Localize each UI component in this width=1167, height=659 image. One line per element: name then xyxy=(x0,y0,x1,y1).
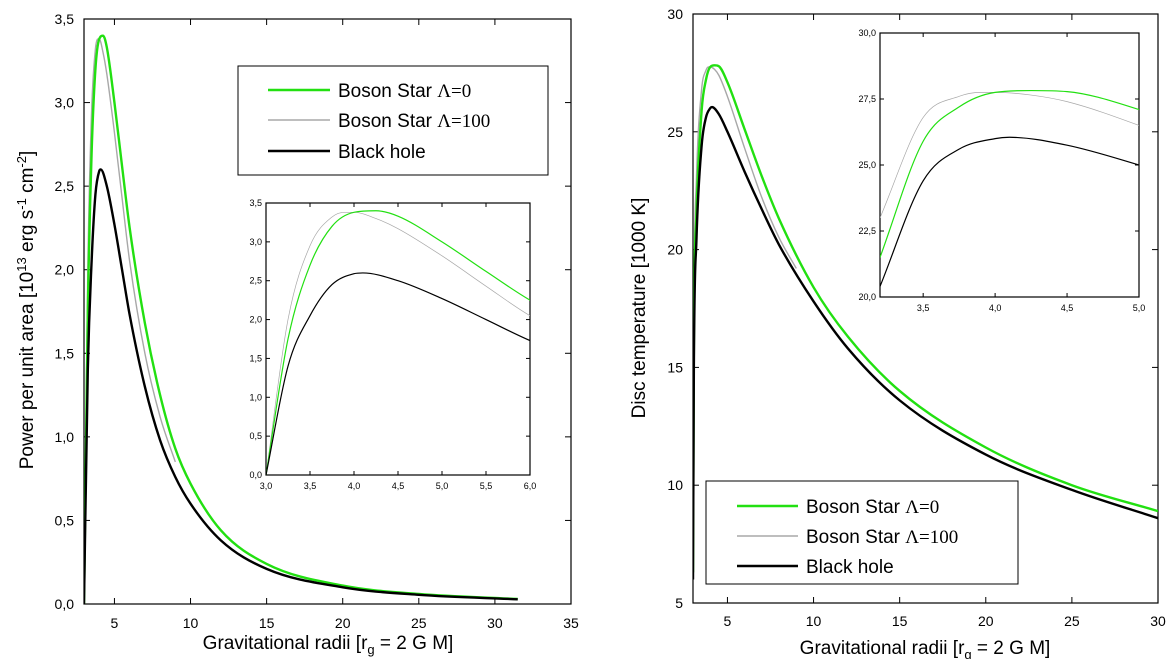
temperature-inset-y-tick-label: 25,0 xyxy=(858,160,876,170)
temperature-inset-y-tick-label: 27,5 xyxy=(858,94,876,104)
temperature-inset-x-tick-label: 5,0 xyxy=(1133,303,1146,313)
power-inset-series-boson-star-0 xyxy=(266,210,530,475)
power-x-tick-label: 5 xyxy=(111,615,119,631)
temperature-inset-x-tick-label: 4,0 xyxy=(989,303,1002,313)
temperature-x-tick-label: 15 xyxy=(892,613,908,629)
power-y-tick-label: 0,5 xyxy=(55,512,75,528)
power-x-axis: 5 10 15 20 25 30 35 xyxy=(111,19,579,631)
temperature-inset-series-black-hole xyxy=(880,136,1139,287)
temperature-y-tick-label: 10 xyxy=(667,477,683,493)
power-x-axis-title: Gravitational radii [rg = 2 G M] xyxy=(203,633,454,657)
power-inset-x-tick-label: 6,0 xyxy=(524,481,537,491)
power-y-tick-label: 1,0 xyxy=(55,429,75,445)
power-chart: 5 10 15 20 25 30 35 0,0 0,5 1,0 1,5 2,0 2,5 3,0 3,5 G… xyxy=(14,11,579,657)
temperature-x-tick-label: 5 xyxy=(724,613,732,629)
power-inset-y-tick-label: 0,0 xyxy=(249,470,262,480)
power-inset-series-black-hole xyxy=(266,272,530,475)
temperature-x-tick-label: 25 xyxy=(1064,613,1080,629)
power-legend-label-blackhole: Black hole xyxy=(338,142,426,163)
power-y-tick-label: 3,5 xyxy=(55,11,75,27)
temperature-chart: 5 10 15 20 25 30 5 10 15 20 25 30 Gravitational ra… xyxy=(629,6,1166,659)
power-y-tick-label: 1,5 xyxy=(55,345,75,361)
power-legend-label-lambda100: Boson Star Λ=100 xyxy=(338,111,490,132)
temperature-inset-series-boson-star-0 xyxy=(880,89,1139,258)
temperature-x-axis: 5 10 15 20 25 30 xyxy=(724,14,1166,629)
temperature-series-lines xyxy=(693,64,1158,580)
power-y-tick-label: 3,0 xyxy=(55,95,75,111)
power-series-lines xyxy=(84,34,518,604)
power-legend-label-lambda0: Boson Star Λ=0 xyxy=(338,81,471,102)
temperature-x-axis-title: Gravitational radii [rg = 2 G M] xyxy=(800,638,1051,659)
temperature-legend: Boson Star Λ=0 Boson Star Λ=100 Black ho… xyxy=(705,480,1019,585)
temperature-inset-y-tick-label: 22,5 xyxy=(858,226,876,236)
power-x-tick-label: 15 xyxy=(259,615,275,631)
temperature-y-axis: 5 10 15 20 25 30 xyxy=(667,6,1158,611)
temperature-legend-label-lambda100: Boson Star Λ=100 xyxy=(806,527,958,548)
temperature-inset-series-lines xyxy=(880,89,1139,287)
temperature-y-tick-label: 5 xyxy=(675,595,683,611)
power-chart-frame xyxy=(83,18,572,605)
power-inset-x-tick-label: 3,0 xyxy=(260,481,273,491)
power-inset-x-axis: 3,0 3,5 4,0 4,5 5,0 5,5 6,0 xyxy=(260,203,537,491)
temperature-y-tick-label: 20 xyxy=(667,242,683,258)
temperature-x-tick-label: 30 xyxy=(1150,613,1166,629)
power-inset-x-tick-label: 4,0 xyxy=(348,481,361,491)
power-x-tick-label: 25 xyxy=(411,615,427,631)
power-x-tick-label: 20 xyxy=(335,615,351,631)
power-series-boson-star-100 xyxy=(84,38,176,604)
power-inset-y-tick-label: 3,5 xyxy=(249,198,262,208)
power-inset-x-tick-label: 4,5 xyxy=(392,481,405,491)
power-inset-series-boson-star-100 xyxy=(266,211,530,475)
power-y-axis-title: Power per unit area [1013 erg s-1 cm-2] xyxy=(14,151,38,470)
power-inset-x-tick-label: 3,5 xyxy=(304,481,317,491)
temperature-y-tick-label: 30 xyxy=(667,6,683,22)
power-inset-y-tick-label: 0,5 xyxy=(249,431,262,441)
temperature-y-axis-title: Disc temperature [1000 K] xyxy=(629,198,650,419)
temperature-inset-x-tick-label: 4,5 xyxy=(1061,303,1074,313)
power-inset-y-tick-label: 1,0 xyxy=(249,392,262,402)
power-inset-y-axis: 0,0 0,5 1,0 1,5 2,0 2,5 3,0 3,5 xyxy=(249,198,530,480)
power-x-tick-label: 30 xyxy=(487,615,503,631)
power-x-tick-label: 10 xyxy=(183,615,199,631)
power-x-tick-label: 35 xyxy=(563,615,579,631)
power-inset-y-tick-label: 2,0 xyxy=(249,315,262,325)
power-inset-y-tick-label: 2,5 xyxy=(249,276,262,286)
power-y-tick-label: 2,5 xyxy=(55,178,75,194)
temperature-legend-label-blackhole: Black hole xyxy=(806,557,894,578)
power-inset-x-tick-label: 5,5 xyxy=(480,481,493,491)
temperature-legend-label-lambda0: Boson Star Λ=0 xyxy=(806,497,939,518)
power-inset-series-lines xyxy=(266,210,530,475)
temperature-inset-y-axis: 20,0 22,5 25,0 27,5 30,0 xyxy=(858,28,1139,302)
temperature-inset-x-tick-label: 3,5 xyxy=(917,303,930,313)
power-series-boson-star-0 xyxy=(84,34,518,604)
temperature-x-tick-label: 20 xyxy=(978,613,994,629)
temperature-y-tick-label: 15 xyxy=(667,359,683,375)
power-y-tick-label: 0,0 xyxy=(55,596,75,612)
power-y-tick-label: 2,0 xyxy=(55,262,75,278)
temperature-inset: 3,5 4,0 4,5 5,0 20,0 22,5 25,0 27,5 30,0 xyxy=(838,28,1145,314)
power-legend: Boson Star Λ=0 Boson Star Λ=100 Black ho… xyxy=(237,65,549,176)
temperature-inset-x-axis: 3,5 4,0 4,5 5,0 xyxy=(917,33,1145,313)
temperature-inset-y-tick-label: 20,0 xyxy=(858,292,876,302)
temperature-y-tick-label: 25 xyxy=(667,124,683,140)
temperature-inset-y-tick-label: 30,0 xyxy=(858,28,876,38)
temperature-series-black-hole xyxy=(693,105,1158,580)
power-series-black-hole xyxy=(84,168,518,604)
power-y-axis: 0,0 0,5 1,0 1,5 2,0 2,5 3,0 3,5 xyxy=(55,11,571,612)
temperature-x-tick-label: 10 xyxy=(806,613,822,629)
power-inset-x-tick-label: 5,0 xyxy=(436,481,449,491)
power-inset-y-tick-label: 3,0 xyxy=(249,237,262,247)
power-inset: 3,0 3,5 4,0 4,5 5,0 5,5 6,0 0,0 0,5 1,0 1,5 2,0 2,5… xyxy=(230,198,537,491)
power-inset-y-tick-label: 1,5 xyxy=(249,353,262,363)
